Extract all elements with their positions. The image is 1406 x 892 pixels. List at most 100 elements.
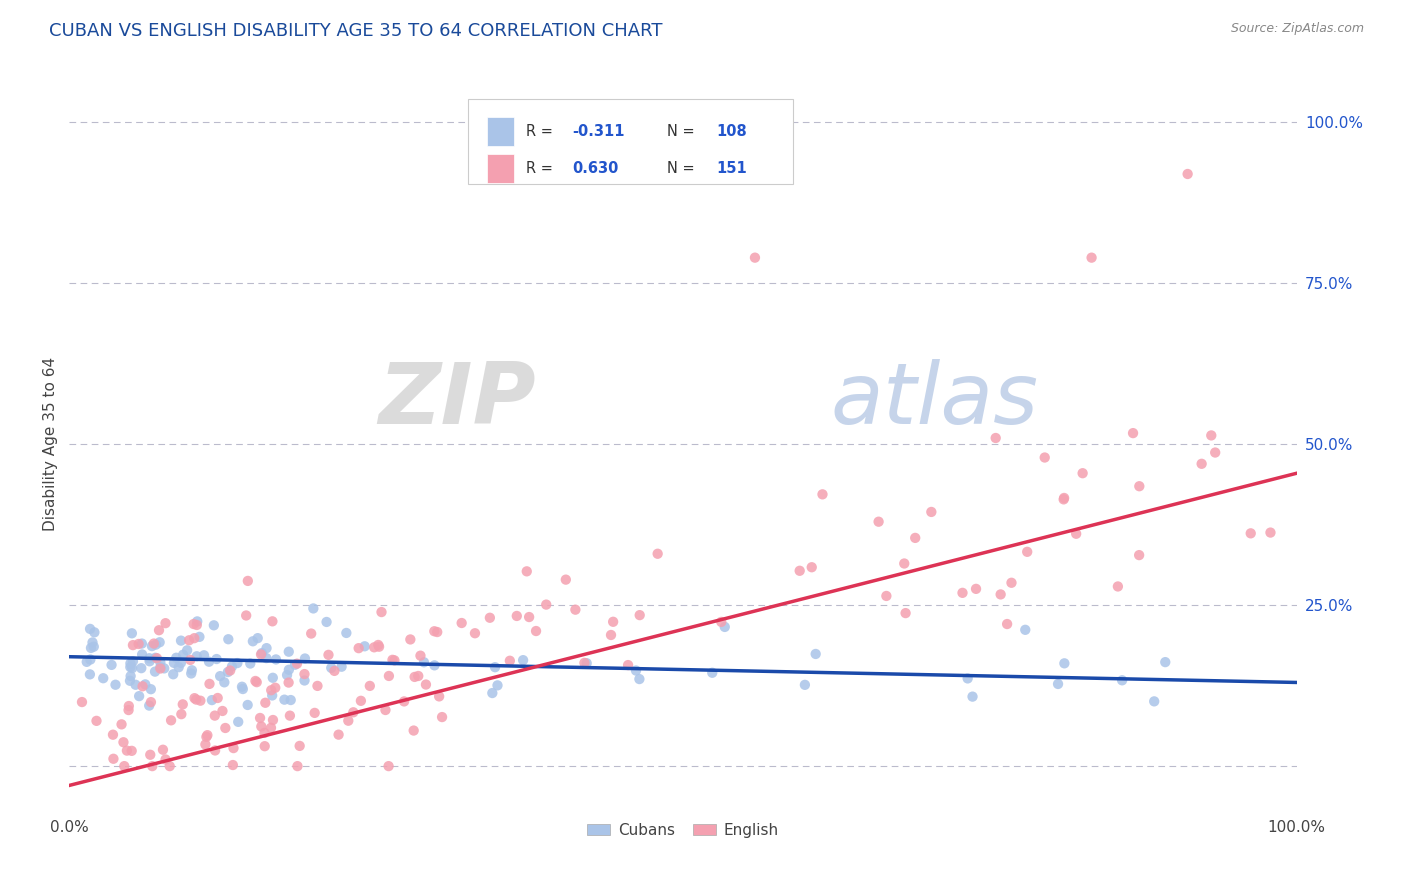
- Point: [995, 617, 1018, 632]
- Point: [139, 747, 162, 762]
- Point: [183, 617, 205, 632]
- Point: [359, 679, 381, 693]
- Point: [221, 659, 243, 673]
- Point: [138, 698, 160, 713]
- Point: [209, 669, 232, 683]
- Point: [554, 573, 576, 587]
- Point: [82, 635, 104, 649]
- Point: [450, 615, 472, 630]
- Point: [262, 671, 284, 685]
- Point: [617, 658, 640, 673]
- Point: [129, 661, 152, 675]
- Point: [315, 615, 337, 629]
- Point: [232, 681, 254, 696]
- Point: [512, 653, 534, 667]
- Point: [264, 681, 287, 695]
- Point: [1053, 491, 1076, 505]
- Point: [118, 699, 141, 714]
- Point: [253, 739, 276, 754]
- Point: [186, 692, 208, 706]
- Point: [423, 624, 446, 639]
- Point: [624, 664, 647, 678]
- Point: [149, 660, 172, 674]
- Point: [702, 665, 724, 680]
- Point: [1033, 450, 1056, 465]
- Point: [264, 652, 287, 666]
- Point: [1111, 673, 1133, 688]
- Point: [193, 648, 215, 663]
- Point: [103, 752, 125, 766]
- Point: [160, 714, 183, 728]
- Point: [153, 661, 176, 675]
- Point: [367, 638, 389, 652]
- Point: [804, 647, 827, 661]
- Point: [222, 741, 245, 756]
- Point: [188, 630, 211, 644]
- Bar: [486, 117, 513, 146]
- Point: [262, 615, 284, 629]
- Point: [245, 673, 267, 688]
- Point: [222, 758, 245, 772]
- Point: [262, 713, 284, 727]
- Point: [486, 678, 509, 692]
- Point: [984, 431, 1007, 445]
- Point: [377, 759, 399, 773]
- Point: [378, 669, 401, 683]
- Point: [246, 631, 269, 645]
- Point: [384, 653, 406, 667]
- Point: [464, 626, 486, 640]
- Point: [112, 735, 135, 749]
- Point: [120, 669, 142, 683]
- Point: [288, 739, 311, 753]
- Point: [347, 641, 370, 656]
- Point: [363, 640, 385, 655]
- Point: [368, 640, 391, 654]
- Point: [302, 601, 325, 615]
- Point: [965, 582, 987, 596]
- Point: [122, 638, 145, 652]
- Point: [374, 703, 396, 717]
- Point: [962, 690, 984, 704]
- Point: [516, 565, 538, 579]
- Point: [138, 651, 160, 665]
- Point: [294, 673, 316, 688]
- Point: [273, 692, 295, 706]
- Point: [1240, 526, 1263, 541]
- Point: [499, 654, 522, 668]
- Point: [170, 707, 193, 722]
- Point: [1014, 623, 1036, 637]
- Point: [254, 651, 277, 665]
- Point: [868, 515, 890, 529]
- Point: [307, 679, 329, 693]
- Point: [79, 667, 101, 681]
- Point: [149, 661, 172, 675]
- Point: [242, 634, 264, 648]
- Point: [260, 721, 283, 735]
- Point: [201, 693, 224, 707]
- Point: [628, 608, 651, 623]
- Point: [280, 693, 302, 707]
- Point: [198, 677, 221, 691]
- Point: [800, 560, 823, 574]
- Text: 108: 108: [716, 124, 747, 139]
- Point: [122, 654, 145, 668]
- Point: [277, 645, 299, 659]
- Text: CUBAN VS ENGLISH DISABILITY AGE 35 TO 64 CORRELATION CHART: CUBAN VS ENGLISH DISABILITY AGE 35 TO 64…: [49, 22, 662, 40]
- Point: [131, 679, 153, 693]
- Point: [195, 730, 218, 744]
- Point: [246, 675, 269, 690]
- Point: [893, 557, 915, 571]
- Point: [250, 719, 273, 733]
- Point: [83, 640, 105, 654]
- Point: [202, 618, 225, 632]
- Point: [186, 649, 208, 664]
- Point: [1204, 445, 1226, 459]
- Point: [426, 625, 449, 640]
- Text: -0.311: -0.311: [572, 124, 624, 139]
- Point: [139, 695, 162, 709]
- Point: [1047, 677, 1070, 691]
- Point: [1128, 479, 1150, 493]
- Point: [86, 714, 108, 728]
- Point: [79, 622, 101, 636]
- Point: [183, 691, 205, 706]
